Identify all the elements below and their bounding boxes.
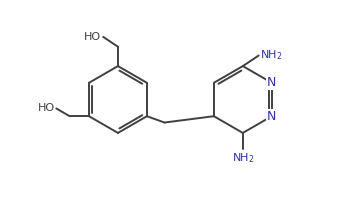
Text: HO: HO <box>84 32 101 42</box>
Text: N: N <box>267 76 276 89</box>
Text: NH$_2$: NH$_2$ <box>260 48 283 62</box>
Text: NH$_2$: NH$_2$ <box>232 152 254 165</box>
Text: HO: HO <box>37 103 55 113</box>
Text: N: N <box>267 110 276 123</box>
